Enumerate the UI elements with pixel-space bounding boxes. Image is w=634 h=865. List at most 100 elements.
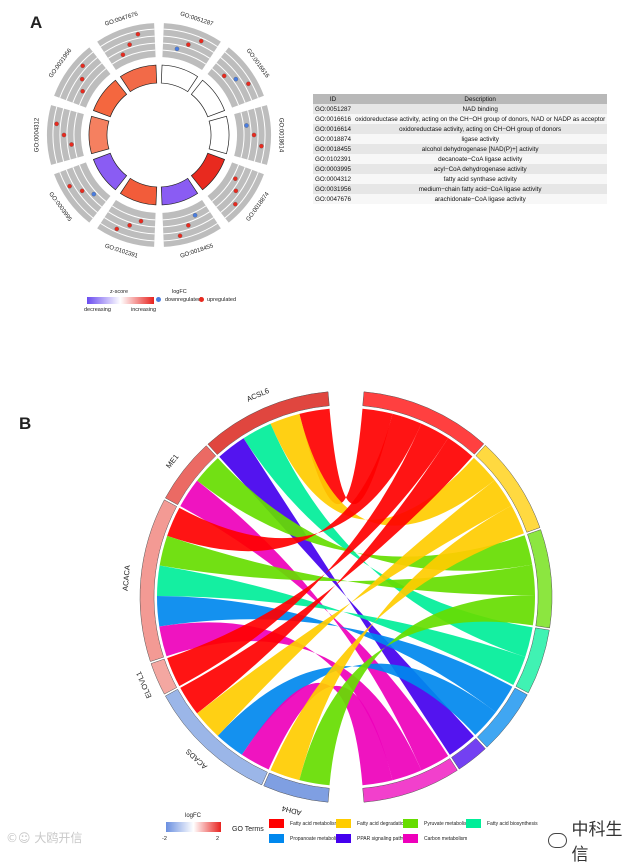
gene-arc xyxy=(150,658,178,695)
upregulated-point xyxy=(127,42,132,47)
go-term-label: GO:0047676 xyxy=(104,11,139,28)
gene-label: ACADS xyxy=(184,747,209,771)
upregulated-point xyxy=(120,52,126,57)
go-term-legend-item: Pyruvate metabolism xyxy=(403,819,471,828)
sector-gridline xyxy=(107,42,156,59)
downregulated-point xyxy=(244,123,249,128)
table-row: GO:0031956 medium−chain fatty acid−CoA li… xyxy=(313,184,608,194)
upregulated-label: upregulated xyxy=(207,297,237,303)
go-description-cell: medium−chain fatty acid−CoA ligase activ… xyxy=(353,184,608,194)
go-terms-legend-title: GO Terms xyxy=(232,826,264,833)
go-term-sector xyxy=(97,23,156,70)
go-description-cell: fatty acid synthase activity xyxy=(353,174,608,184)
logfc-min-label: -2 xyxy=(162,836,167,842)
gene-arc xyxy=(263,772,330,803)
sector-gridline xyxy=(162,205,207,221)
downregulated-dot xyxy=(156,297,161,302)
go-term-legend-item: PPAR signaling pathway xyxy=(336,834,411,843)
sector-gridline xyxy=(59,51,94,99)
table-row: GO:0051287 NAD binding xyxy=(313,104,608,114)
sector-gridline xyxy=(163,35,214,53)
sector-gridline xyxy=(215,62,246,103)
upregulated-point xyxy=(259,143,264,149)
go-circle-plot: GO:0051287GO:0016616GO:0018614GO:0018874… xyxy=(35,11,284,260)
table-row: GO:0018874 ligase activity xyxy=(313,134,608,144)
go-description-cell: oxidoreductase activity, acting on the C… xyxy=(353,114,608,124)
logfc-gradient xyxy=(166,822,221,832)
upregulated-point xyxy=(69,142,74,147)
go-chord-plot: ACSL6 ME1 ACACA ELOVL1 ACADS ADH4 xyxy=(121,386,553,818)
legend-label: Propanoate metabolism xyxy=(290,835,343,842)
sector-gridline xyxy=(260,106,266,164)
go-description-cell: acyl−CoA dehydrogenase activity xyxy=(353,164,608,174)
legend-label: PPAR signaling pathway xyxy=(357,835,412,842)
chord-ribbon xyxy=(217,663,496,755)
upregulated-point xyxy=(246,81,251,87)
term-arc xyxy=(362,391,485,455)
upregulated-point xyxy=(127,223,132,228)
sector-gridline xyxy=(107,211,156,228)
table-row: GO:0018455 alcohol dehydrogenase [NAD(P)+… xyxy=(313,144,608,154)
upregulated-point xyxy=(198,38,204,44)
upregulated-point xyxy=(80,89,85,94)
gene-arc xyxy=(139,499,178,662)
logfc-legend-title-a: logFC xyxy=(172,289,187,295)
chord-ribbon xyxy=(157,596,513,713)
go-term-legend-item: Carbon metabolism xyxy=(403,834,467,843)
go-term-label: GO:0102391 xyxy=(104,243,139,260)
upregulated-point xyxy=(221,73,227,79)
zscore-decreasing-label: decreasing xyxy=(84,307,111,313)
sector-gridline xyxy=(247,110,252,160)
chord-ribbon xyxy=(299,595,535,786)
downregulated-point xyxy=(233,76,239,82)
panel-b-label: B xyxy=(19,414,32,433)
go-id-cell: GO:0016616 xyxy=(313,114,354,124)
chord-ribbon xyxy=(197,480,512,736)
sector-gridline xyxy=(162,42,211,59)
sector-gridline xyxy=(211,68,240,106)
upregulated-point xyxy=(233,176,238,181)
go-term-legend-item: Propanoate metabolism xyxy=(269,834,343,843)
upregulated-point xyxy=(177,233,183,239)
go-term-legend-item: Fatty acid metabolism xyxy=(269,819,339,828)
go-description-cell: decanoate−CoA ligase activity xyxy=(353,154,608,164)
zscore-gradient xyxy=(87,297,154,304)
zscore-increasing-label: increasing xyxy=(131,307,157,313)
term-arc xyxy=(477,687,528,748)
go-term-legend-item: Fatty acid biosynthesis xyxy=(466,819,538,828)
panel-a-label: A xyxy=(30,13,43,32)
zscore-segment xyxy=(190,79,226,118)
watermark-left: ©☺ 大鸥开信 xyxy=(6,831,83,845)
sector-gridline xyxy=(163,217,214,235)
legend-label: Fatty acid biosynthesis xyxy=(487,820,538,827)
sector-gridline xyxy=(163,28,218,48)
sector-gridline xyxy=(215,167,246,208)
table-header-description: Description xyxy=(353,94,608,104)
sector-gridline xyxy=(111,205,156,221)
term-arc xyxy=(515,627,550,694)
chord-ribbon xyxy=(167,413,422,552)
go-id-cell: GO:0047676 xyxy=(313,194,354,204)
upregulated-point xyxy=(186,42,191,47)
sector-gridline xyxy=(220,57,253,101)
zscore-legend-title: z-score xyxy=(110,289,129,295)
go-term-label: GO:0018455 xyxy=(180,243,215,260)
upregulated-point xyxy=(61,132,67,138)
gene-arc xyxy=(165,445,217,506)
go-term-label: GO:0004312 xyxy=(35,117,41,152)
table-row: GO:0003995 acyl−CoA dehydrogenase activit… xyxy=(313,164,608,174)
sector-gridline xyxy=(72,62,103,103)
go-term-sector xyxy=(162,200,221,247)
chord-ribbon xyxy=(180,480,449,771)
legend-swatch xyxy=(403,834,418,843)
sector-gridline xyxy=(104,217,155,235)
legend-swatch xyxy=(403,819,418,828)
legend-swatch xyxy=(336,819,351,828)
gene-label: ACSL6 xyxy=(245,386,270,404)
chord-ribbon xyxy=(197,458,533,571)
go-term-label: GO:0018614 xyxy=(277,118,283,153)
table-row: GO:0004312 fatty acid synthase activity xyxy=(313,174,608,184)
sector-gridline xyxy=(73,112,78,158)
sector-gridline xyxy=(59,108,65,162)
